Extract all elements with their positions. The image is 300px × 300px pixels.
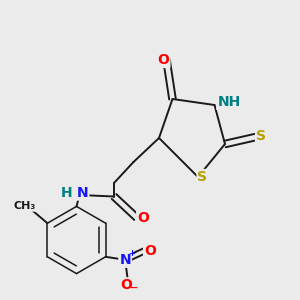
Text: −: − (130, 283, 138, 293)
Text: O: O (121, 278, 133, 292)
Text: CH₃: CH₃ (14, 201, 36, 211)
Text: H: H (61, 186, 73, 200)
Text: O: O (158, 53, 169, 67)
Text: N: N (119, 253, 131, 267)
Text: NH: NH (217, 95, 241, 109)
Text: N: N (77, 186, 88, 200)
Text: +: + (128, 249, 135, 258)
Text: S: S (197, 170, 208, 184)
Text: S: S (256, 130, 266, 143)
Text: O: O (144, 244, 156, 258)
Text: O: O (137, 211, 149, 224)
